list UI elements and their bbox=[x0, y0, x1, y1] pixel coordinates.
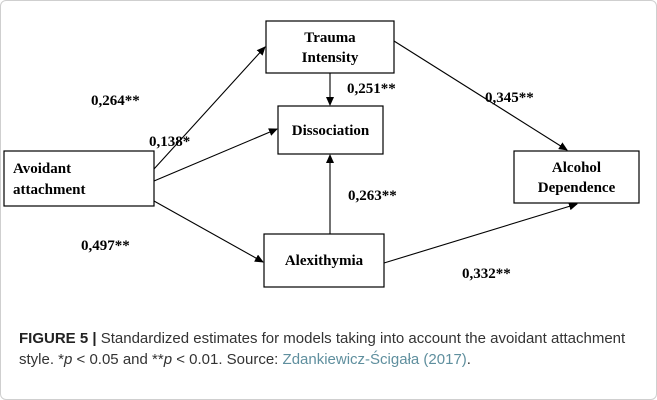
node-label: Alcohol bbox=[552, 160, 601, 176]
node-box bbox=[265, 20, 395, 74]
node-box bbox=[3, 150, 155, 207]
edge-label: 0,345** bbox=[485, 90, 534, 106]
caption-text: Standardized estimates for models taking… bbox=[19, 330, 626, 368]
edge-label: 0,138* bbox=[149, 134, 190, 150]
caption: FIGURE 5 | Standardized estimates for mo… bbox=[19, 328, 644, 370]
figure-label: FIGURE 5 | bbox=[19, 330, 97, 347]
edge-label: 0,251** bbox=[347, 81, 396, 97]
node-box bbox=[277, 105, 384, 155]
edge-label: 0,264** bbox=[91, 93, 140, 109]
node-label: Trauma bbox=[304, 30, 356, 46]
edge-label: 0,497** bbox=[81, 238, 130, 254]
diagram: Trauma Intensity Dissociation Avoidant a… bbox=[3, 20, 640, 288]
node-box bbox=[513, 150, 640, 204]
node-label: Dissociation bbox=[292, 123, 370, 139]
caption-text: p bbox=[163, 351, 173, 368]
arrow bbox=[153, 200, 264, 263]
node-box bbox=[263, 233, 385, 288]
node-label: Dependence bbox=[538, 180, 616, 196]
edge-label: 0,332** bbox=[462, 266, 511, 282]
arrow bbox=[383, 202, 578, 264]
node-label: Avoidant bbox=[13, 161, 71, 177]
caption-text: < 0.01. Source: bbox=[172, 351, 283, 368]
citation-link[interactable]: Zdankiewicz-Ścigała (2017) bbox=[282, 351, 467, 368]
edge-label: 0,263** bbox=[348, 188, 397, 204]
caption-text: . bbox=[466, 351, 471, 368]
arrow bbox=[153, 128, 278, 182]
node-label: Alexithymia bbox=[285, 253, 364, 269]
caption-text: < 0.05 and ** bbox=[72, 351, 164, 368]
arrow bbox=[393, 40, 568, 151]
node-label: Intensity bbox=[302, 50, 359, 66]
arrow bbox=[153, 46, 266, 170]
node-label: attachment bbox=[13, 182, 85, 198]
caption-text: p bbox=[64, 351, 73, 368]
